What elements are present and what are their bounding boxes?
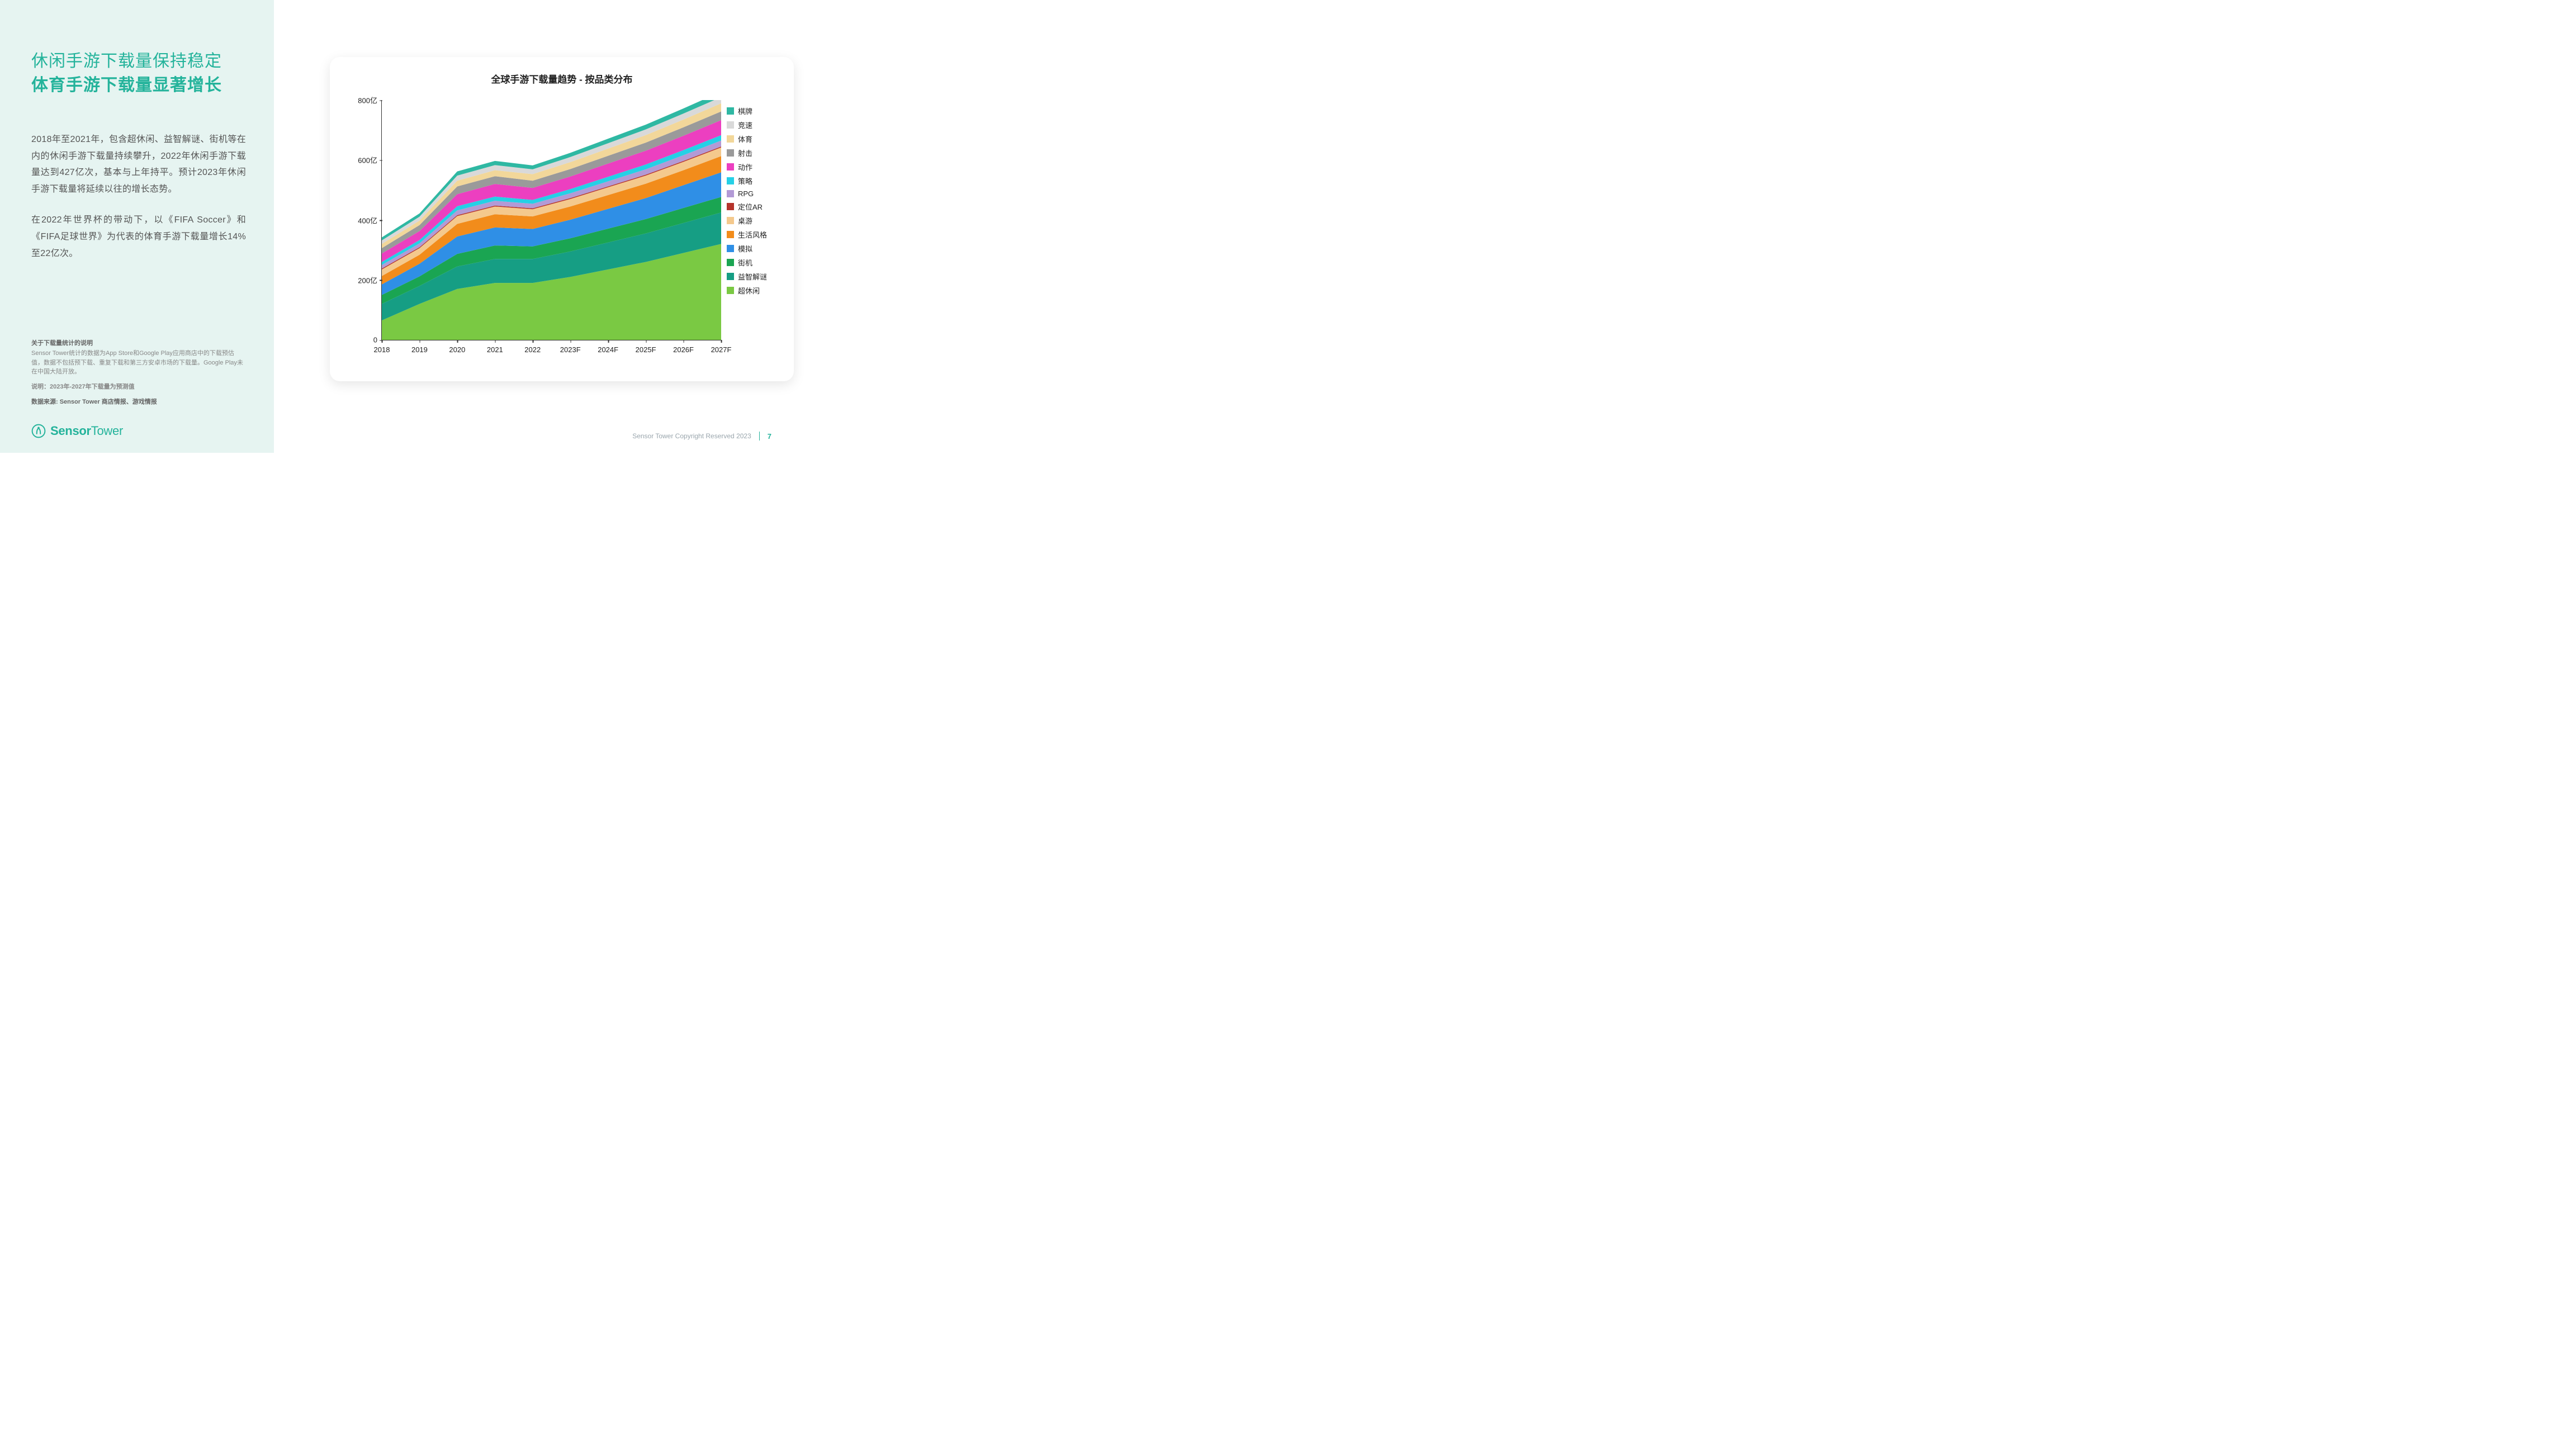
footnote-note: 说明：2023年-2027年下载量为预测值: [31, 382, 244, 392]
legend-item: 生活风格: [727, 229, 783, 240]
legend-label: 街机: [738, 257, 752, 268]
legend-item: 定位AR: [727, 201, 783, 212]
legend-item: 益智解谜: [727, 271, 783, 282]
footnote-note-text: 说明：2023年-2027年下载量为预测值: [31, 383, 135, 390]
footnote-source: 数据来源: Sensor Tower 商店情报、游戏情报: [31, 397, 244, 406]
x-tick: 2022: [524, 340, 541, 354]
y-tick: 800亿: [358, 95, 382, 106]
legend-label: 益智解谜: [738, 271, 767, 282]
y-tick: 200亿: [358, 274, 382, 285]
legend-swatch: [727, 149, 734, 157]
legend-label: 体育: [738, 134, 752, 144]
footnote-body: Sensor Tower统计的数据为App Store和Google Play应…: [31, 349, 244, 377]
legend-swatch: [727, 190, 734, 197]
legend-item: 策略: [727, 176, 783, 186]
left-panel: 休闲手游下载量保持稳定 体育手游下载量显著增长 2018年至2021年，包含超休…: [0, 0, 274, 453]
legend-item: 桌游: [727, 215, 783, 226]
paragraph-2: 在2022年世界杯的带动下，以《FIFA Soccer》和《FIFA足球世界》为…: [31, 212, 246, 262]
legend-item: 射击: [727, 148, 783, 158]
brand-text-bold: Sensor: [50, 424, 91, 438]
x-tick: 2019: [411, 340, 428, 354]
stacked-area-svg: [382, 100, 721, 340]
legend-swatch: [727, 217, 734, 224]
legend-swatch: [727, 107, 734, 115]
legend-label: 动作: [738, 162, 752, 172]
legend-item: 街机: [727, 257, 783, 268]
footer-divider: [759, 432, 760, 441]
legend-label: 模拟: [738, 243, 752, 254]
y-tick: 400亿: [358, 215, 382, 225]
paragraph-1: 2018年至2021年，包含超休闲、益智解谜、街机等在内的休闲手游下载量持续攀升…: [31, 131, 246, 197]
legend-item: 超休闲: [727, 285, 783, 296]
x-tick: 2021: [487, 340, 503, 354]
brand-text-thin: Tower: [91, 424, 123, 438]
brand-logo: SensorTower: [31, 424, 123, 438]
legend-label: 棋牌: [738, 106, 752, 116]
x-tick: 2018: [374, 340, 390, 354]
legend-item: 动作: [727, 162, 783, 172]
right-panel: 全球手游下载量趋势 - 按品类分布 0200亿400亿600亿800亿20182…: [274, 0, 805, 453]
legend-label: RPG: [738, 190, 754, 198]
x-tick: 2023F: [560, 340, 581, 354]
x-tick: 2025F: [636, 340, 656, 354]
legend-swatch: [727, 287, 734, 294]
footnote-heading: 关于下载量统计的说明: [31, 338, 244, 347]
legend-label: 竞速: [738, 120, 752, 130]
legend-item: 模拟: [727, 243, 783, 254]
legend-item: RPG: [727, 190, 783, 198]
legend-swatch: [727, 203, 734, 210]
headline-line-1: 休闲手游下载量保持稳定: [31, 50, 246, 73]
legend-label: 策略: [738, 176, 752, 186]
x-tick: 2020: [449, 340, 465, 354]
legend-swatch: [727, 135, 734, 143]
legend-label: 射击: [738, 148, 752, 158]
plot-area: 0200亿400亿600亿800亿20182019202020212022202…: [381, 100, 721, 340]
chart-card: 全球手游下载量趋势 - 按品类分布 0200亿400亿600亿800亿20182…: [330, 57, 794, 381]
legend-item: 棋牌: [727, 106, 783, 116]
chart-title: 全球手游下载量趋势 - 按品类分布: [341, 72, 783, 86]
brand-text: SensorTower: [50, 424, 123, 438]
legend-swatch: [727, 177, 734, 184]
legend-swatch: [727, 231, 734, 238]
x-tick: 2024F: [598, 340, 618, 354]
y-tick: 600亿: [358, 155, 382, 165]
body-text: 2018年至2021年，包含超休闲、益智解谜、街机等在内的休闲手游下载量持续攀升…: [31, 131, 246, 262]
legend-swatch: [727, 259, 734, 266]
plot-wrap: 0200亿400亿600亿800亿20182019202020212022202…: [341, 89, 783, 368]
chart-legend: 棋牌竞速体育射击动作策略 RPG 定位AR 桌游生活风格模拟街机益智解谜超休闲: [727, 106, 783, 296]
legend-swatch: [727, 163, 734, 171]
page-number: 7: [768, 432, 771, 441]
legend-swatch: [727, 245, 734, 252]
legend-item: 竞速: [727, 120, 783, 130]
legend-swatch: [727, 273, 734, 280]
x-tick: 2027F: [711, 340, 732, 354]
legend-label: 定位AR: [738, 201, 763, 212]
legend-label: 生活风格: [738, 229, 767, 240]
legend-label: 桌游: [738, 215, 752, 226]
legend-item: 体育: [727, 134, 783, 144]
legend-label: 超休闲: [738, 285, 760, 296]
headline-line-2: 体育手游下载量显著增长: [31, 74, 246, 97]
x-tick: 2026F: [673, 340, 694, 354]
footnotes: 关于下载量统计的说明 Sensor Tower统计的数据为App Store和G…: [31, 338, 244, 406]
footer-copyright: Sensor Tower Copyright Reserved 2023 7: [632, 432, 771, 441]
legend-swatch: [727, 121, 734, 129]
sensor-tower-icon: [31, 424, 46, 438]
copyright-text: Sensor Tower Copyright Reserved 2023: [632, 432, 751, 440]
